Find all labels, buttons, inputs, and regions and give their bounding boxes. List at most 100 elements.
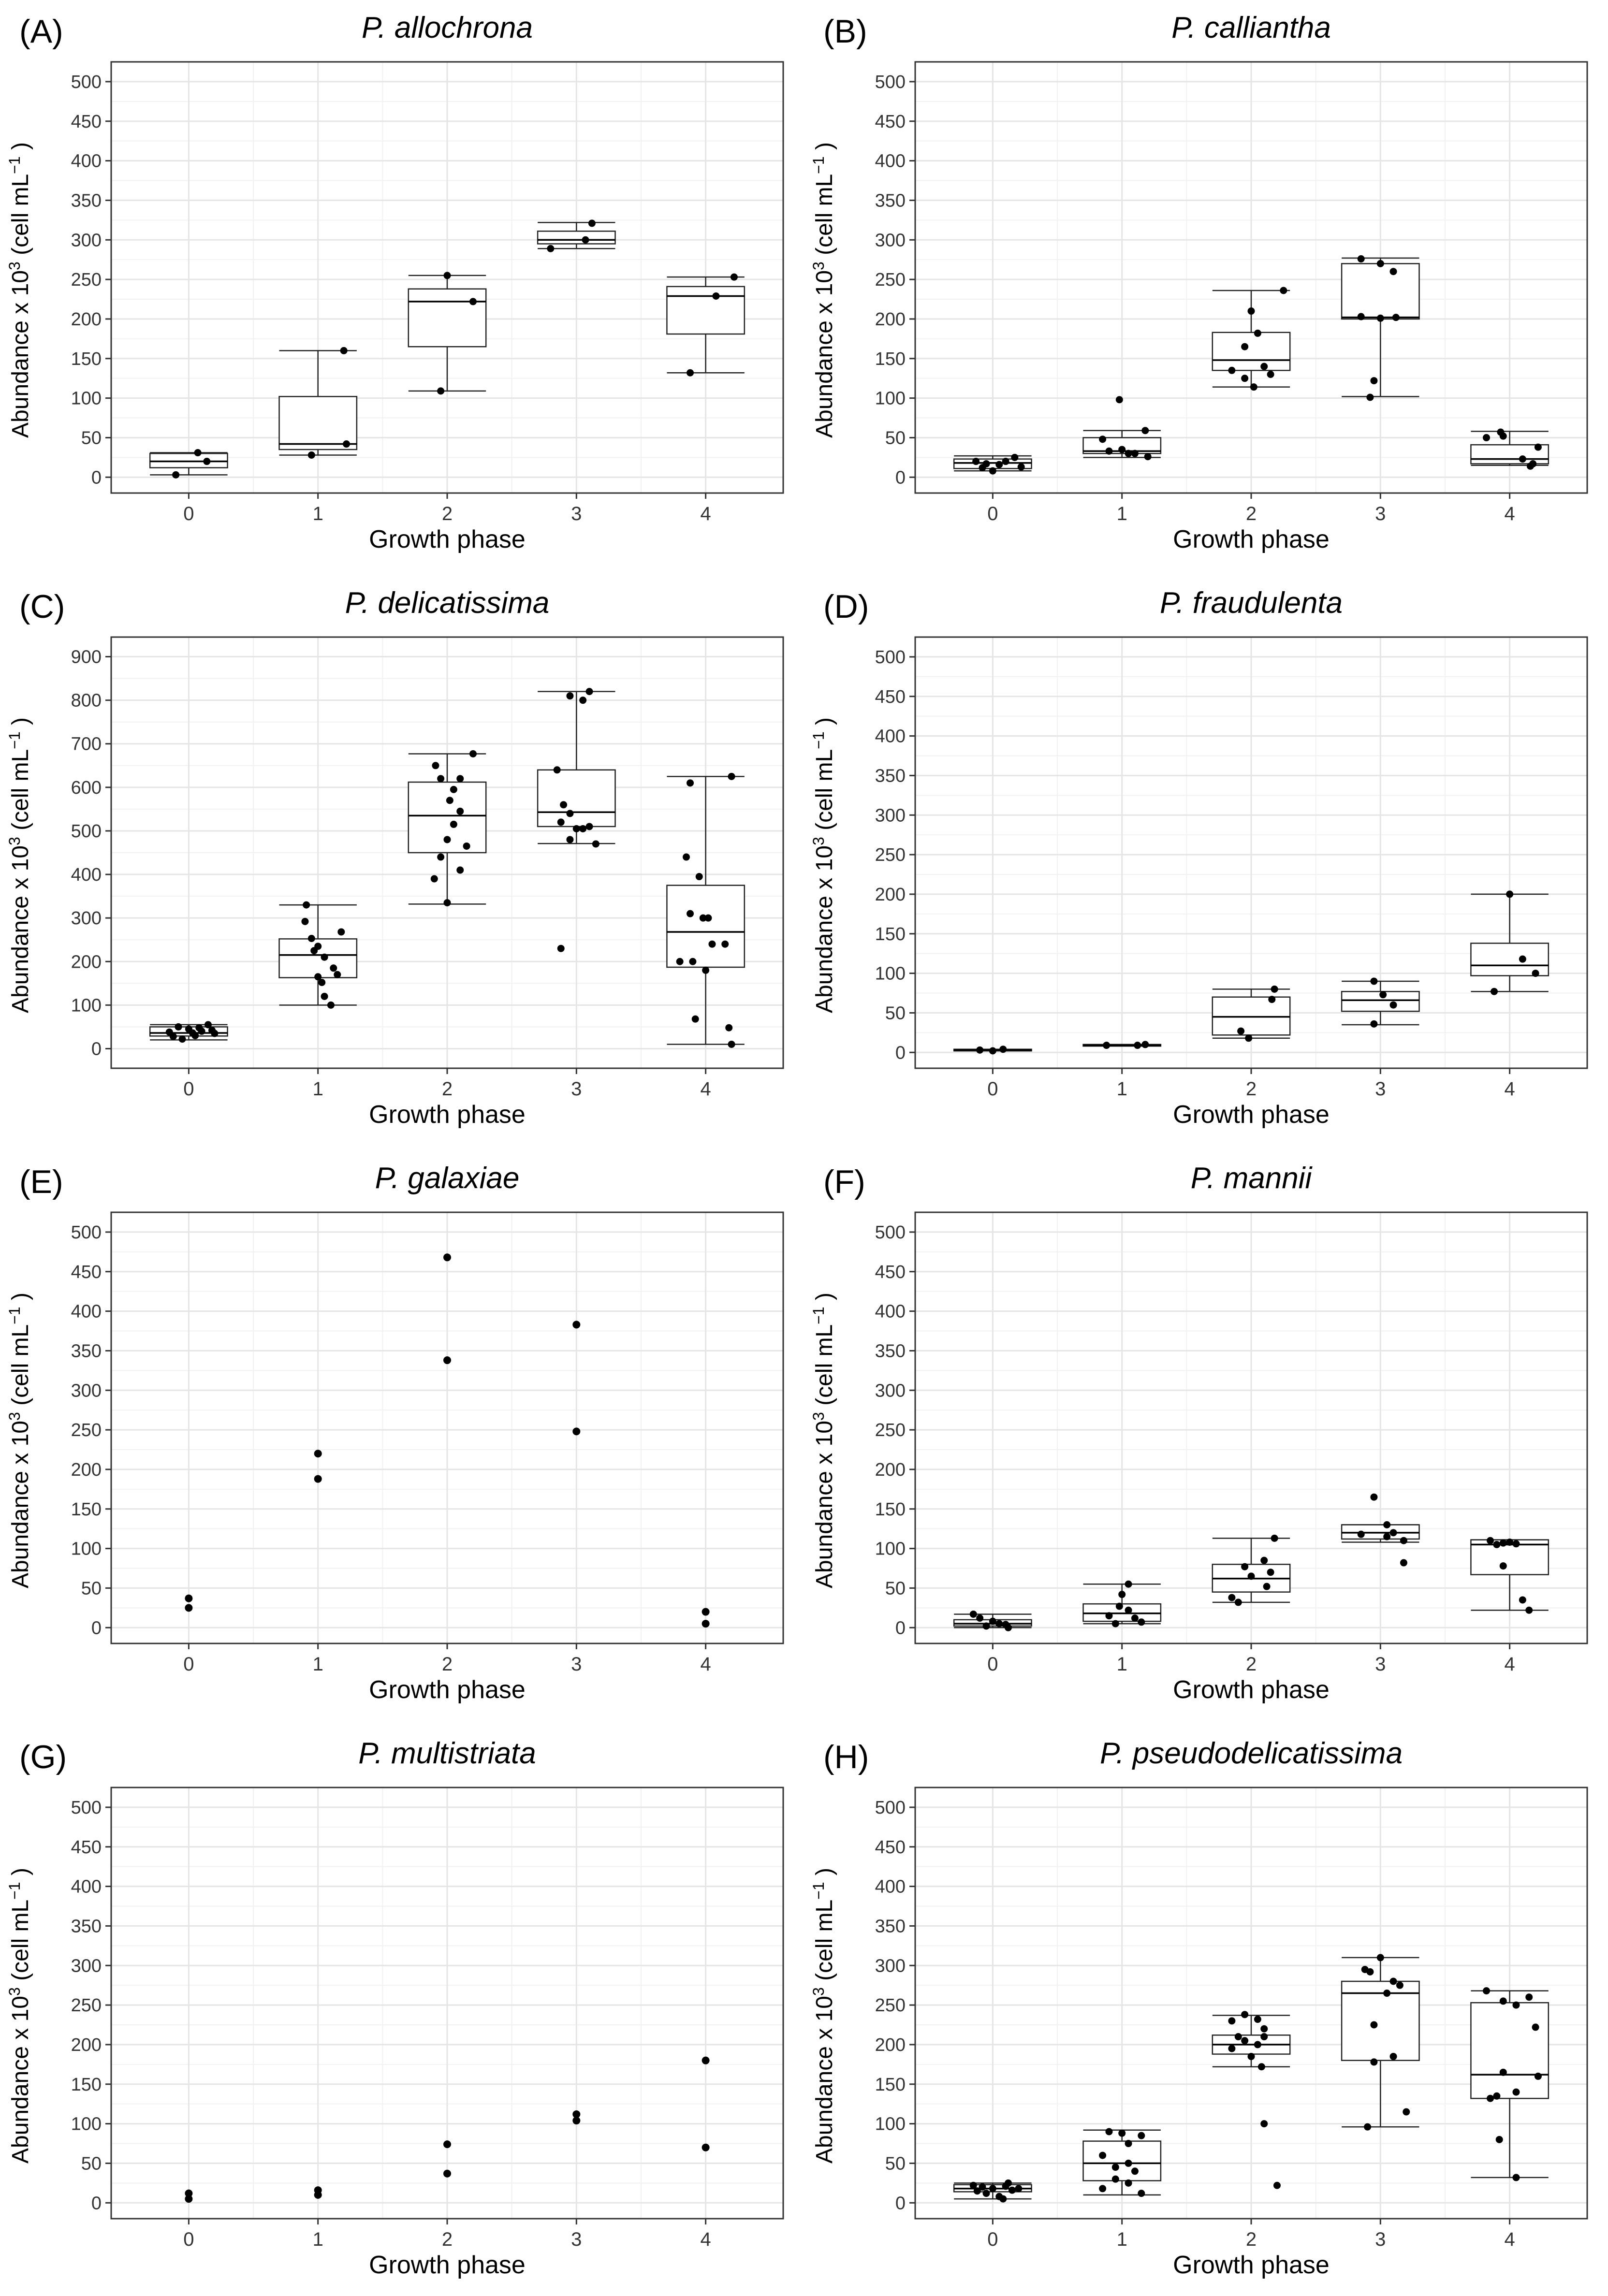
- y-tick-label: 0: [91, 467, 102, 488]
- data-point: [314, 973, 322, 981]
- x-axis-label: Growth phase: [369, 1676, 526, 1704]
- x-tick-label: 1: [1117, 503, 1127, 524]
- data-point: [1138, 1618, 1145, 1626]
- y-tick-label: 50: [81, 1578, 102, 1598]
- data-point: [430, 875, 438, 883]
- y-axis-label: Abundance x 103 (cell mL−1 ): [810, 142, 837, 438]
- data-point: [314, 1475, 322, 1483]
- y-tick-label: 600: [71, 778, 102, 798]
- data-point: [728, 772, 735, 780]
- plot-b: 0 50 100 150 200 250 300 350 400 450 500 0 1 2 3 4: [875, 61, 1588, 524]
- data-point: [318, 979, 326, 987]
- data-point: [1254, 2016, 1261, 2023]
- x-tick-label: 1: [1117, 2229, 1127, 2250]
- data-point: [185, 1594, 193, 1602]
- data-point: [1493, 2092, 1501, 2100]
- y-tick-label: 300: [875, 805, 906, 826]
- y-tick-label: 0: [91, 2193, 102, 2213]
- plot-frame: [914, 636, 1588, 1069]
- panel-d: 0 50 100 150 200 250 300 350 400 450 500 0 1 2 3 4 (D) …: [804, 575, 1608, 1146]
- data-point: [588, 219, 596, 227]
- data-point: [1267, 1569, 1274, 1576]
- y-tick-label: 450: [71, 1837, 102, 1858]
- data-point: [314, 1450, 322, 1458]
- data-point: [1118, 1591, 1126, 1598]
- data-point: [1141, 1041, 1149, 1048]
- data-point: [432, 762, 439, 770]
- data-point: [582, 236, 589, 244]
- data-point: [1396, 1981, 1403, 1989]
- data-point: [1532, 2023, 1539, 2031]
- y-tick-label: 400: [71, 865, 102, 885]
- data-point: [1254, 2041, 1261, 2049]
- data-point: [995, 1620, 1003, 1628]
- x-tick-label: 3: [571, 2229, 582, 2250]
- data-point: [592, 840, 599, 848]
- data-point: [969, 1610, 977, 1618]
- data-point: [1512, 2174, 1520, 2181]
- data-point: [1493, 1540, 1501, 1548]
- data-point: [1366, 393, 1374, 401]
- data-point: [721, 940, 729, 948]
- x-axis-label: Growth phase: [369, 1101, 526, 1129]
- data-point: [340, 347, 348, 354]
- panel-title: P. pseudodelicatissima: [1099, 1737, 1403, 1770]
- x-tick-label: 2: [442, 2229, 453, 2250]
- data-point: [695, 873, 703, 881]
- boxplot-category-3: [1341, 1957, 1420, 2128]
- data-point: [1138, 2132, 1145, 2139]
- y-tick-label: 250: [875, 1995, 906, 2016]
- data-point: [1002, 458, 1009, 465]
- box-iqr: [408, 288, 487, 348]
- y-tick-label: 400: [875, 1877, 906, 1897]
- data-point: [1125, 1580, 1132, 1588]
- plot-frame: [110, 1787, 784, 2220]
- data-point: [1103, 1042, 1111, 1049]
- box-iqr: [666, 286, 746, 335]
- data-point: [689, 958, 697, 965]
- x-tick-label: 0: [987, 2229, 998, 2250]
- panel-title: P. fraudulenta: [1159, 586, 1343, 620]
- data-point: [969, 2181, 977, 2189]
- data-point: [566, 810, 574, 817]
- data-point: [1370, 977, 1378, 985]
- data-point: [437, 853, 445, 861]
- y-tick-label: 100: [71, 389, 102, 409]
- y-axis-label: Abundance x 103 (cell mL−1 ): [6, 1868, 33, 2164]
- data-point: [989, 1047, 996, 1055]
- plot-a: 0 50 100 150 200 250 300 350 400 450 500 0 1 2 3 4: [71, 61, 784, 524]
- data-point: [995, 461, 1003, 468]
- data-point: [1011, 453, 1019, 461]
- boxplot-category-0: [149, 452, 228, 476]
- data-point: [1004, 1624, 1012, 1631]
- plot-c: 0 100 200 300 400 500 600 700 800 900 0 1 2 3 4: [71, 636, 784, 1100]
- y-tick-label: 200: [71, 952, 102, 972]
- data-point: [1105, 1612, 1113, 1620]
- data-point: [443, 2169, 451, 2178]
- data-point: [553, 766, 561, 774]
- data-point: [572, 825, 580, 832]
- boxplot-category-4: [1470, 1990, 1550, 2179]
- y-axis-label: Abundance x 103 (cell mL−1 ): [6, 717, 33, 1013]
- data-point: [702, 2143, 710, 2151]
- data-point: [1017, 463, 1025, 471]
- plot-h: 0 50 100 150 200 250 300 350 400 450 500 0 1 2 3 4: [875, 1787, 1588, 2250]
- y-tick-label: 200: [875, 1460, 906, 1480]
- y-tick-label: 150: [875, 924, 906, 945]
- y-tick-label: 450: [71, 1262, 102, 1282]
- box-iqr: [1082, 2140, 1162, 2181]
- data-point: [1366, 1968, 1374, 1976]
- data-point: [1125, 450, 1132, 457]
- y-tick-label: 250: [875, 845, 906, 865]
- plot-frame: [110, 61, 784, 494]
- x-tick-label: 2: [442, 1654, 453, 1675]
- data-point: [1260, 2025, 1268, 2033]
- y-tick-label: 0: [895, 2193, 906, 2213]
- plot-g: 0 50 100 150 200 250 300 350 400 450 500 0 1 2 3 4: [71, 1787, 784, 2250]
- data-point: [1376, 314, 1384, 322]
- x-tick-label: 3: [1375, 2229, 1386, 2250]
- x-tick-label: 4: [700, 2229, 711, 2250]
- y-tick-label: 500: [71, 1798, 102, 1818]
- data-point: [1519, 1596, 1526, 1604]
- y-tick-label: 150: [71, 1499, 102, 1520]
